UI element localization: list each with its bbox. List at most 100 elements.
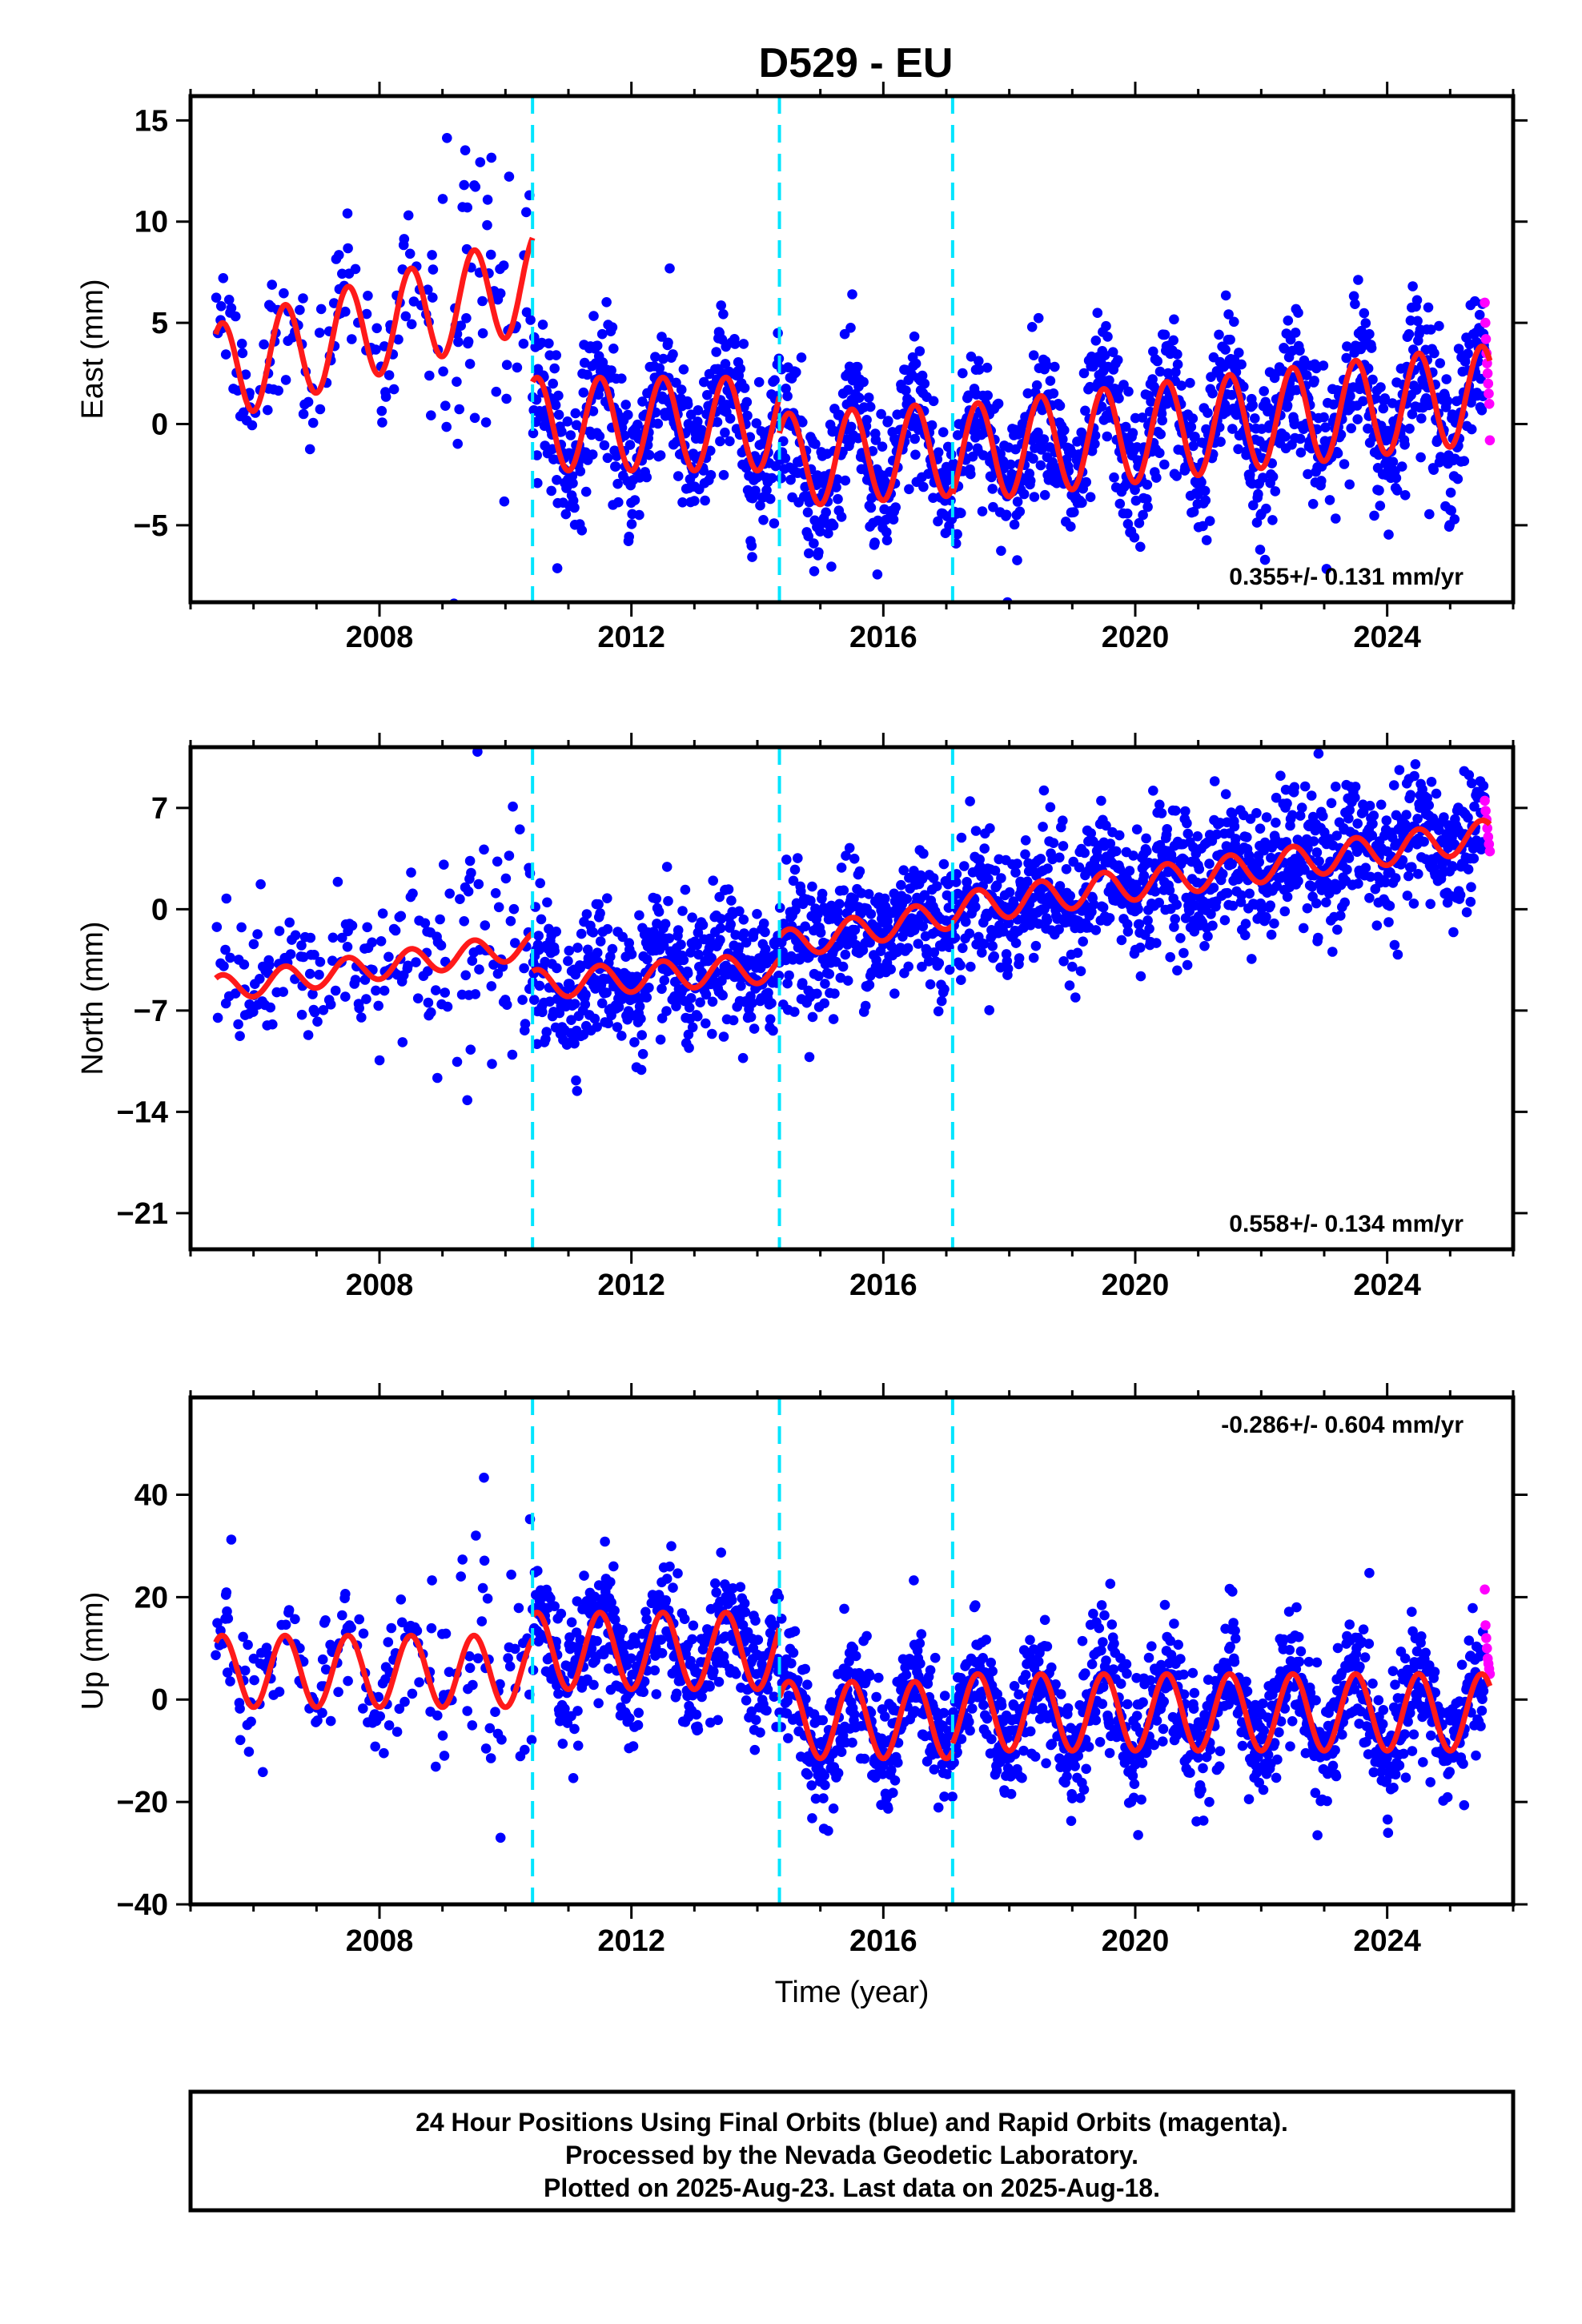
final-orbit-point [1371, 920, 1383, 931]
final-orbit-point [406, 867, 416, 878]
final-orbit-point [644, 983, 654, 993]
final-orbit-point [479, 1472, 489, 1483]
final-orbit-point [983, 874, 994, 884]
final-orbit-point [1447, 862, 1459, 872]
final-orbit-point [1321, 564, 1332, 574]
final-orbit-point [1331, 782, 1341, 792]
final-orbit-point [540, 440, 550, 451]
final-orbit-point [1223, 309, 1234, 320]
final-orbit-point [1331, 830, 1342, 841]
final-orbit-point [1171, 899, 1182, 910]
final-orbit-point [633, 1707, 644, 1719]
final-orbit-point [729, 339, 741, 349]
final-orbit-point [735, 364, 746, 374]
final-orbit-point [236, 922, 247, 933]
final-orbit-point [841, 850, 851, 861]
final-orbit-point [1375, 799, 1387, 810]
final-orbit-point [1423, 800, 1434, 810]
final-orbit-point [411, 957, 421, 967]
final-orbit-point [593, 899, 604, 910]
rapid-orbit-point [1482, 822, 1492, 834]
final-orbit-point [1028, 350, 1039, 361]
final-orbit-point [477, 1582, 488, 1594]
final-orbit-point [1105, 838, 1116, 849]
final-orbit-point [1054, 400, 1066, 411]
final-orbit-point [938, 858, 950, 870]
final-orbit-point [716, 300, 726, 311]
final-orbit-point [1154, 897, 1164, 908]
final-orbit-point [728, 1583, 738, 1594]
final-orbit-point [582, 369, 592, 380]
final-orbit-point [1402, 891, 1413, 901]
final-orbit-point [1318, 810, 1328, 822]
final-orbit-point [784, 970, 794, 981]
final-orbit-point [1344, 805, 1355, 815]
final-orbit-point [1435, 358, 1445, 368]
final-orbit-point [588, 406, 599, 416]
final-orbit-point [1267, 472, 1279, 482]
final-orbit-point [267, 279, 278, 290]
final-orbit-point [677, 497, 688, 508]
final-orbit-point [356, 1012, 367, 1023]
final-orbit-point [634, 509, 644, 521]
final-orbit-point [773, 1592, 785, 1602]
final-orbit-point [974, 364, 985, 375]
final-orbit-point [1346, 423, 1356, 434]
final-orbit-point [677, 906, 688, 916]
final-orbit-point [1416, 413, 1427, 424]
final-orbit-point [333, 1687, 343, 1698]
final-orbit-point [1127, 428, 1138, 438]
final-orbit-point [546, 485, 556, 497]
final-orbit-point [1180, 806, 1191, 817]
final-orbit-point [1407, 408, 1418, 420]
final-orbit-point [1463, 812, 1473, 823]
model-fit-line-north [213, 817, 1492, 1000]
final-orbit-point [221, 1587, 232, 1598]
final-orbit-point [656, 1648, 668, 1659]
final-orbit-point [1261, 812, 1272, 822]
final-orbit-point [1320, 422, 1331, 432]
final-orbit-point [942, 879, 954, 890]
final-orbit-point [1401, 810, 1411, 820]
final-orbit-point [1326, 798, 1337, 809]
final-orbit-point [864, 979, 875, 991]
final-orbit-point [856, 888, 867, 899]
final-orbit-point [1064, 980, 1075, 991]
final-orbit-point [1090, 430, 1101, 441]
final-orbit-point [782, 391, 793, 402]
final-orbit-point [588, 927, 599, 938]
final-orbit-point [1282, 891, 1293, 903]
final-orbit-point [1124, 866, 1135, 876]
final-orbit-point [298, 293, 308, 304]
final-orbit-point [261, 1642, 272, 1653]
final-orbit-point [1452, 473, 1464, 485]
final-orbit-point [734, 906, 745, 917]
final-orbit-point [815, 927, 826, 938]
final-orbit-point [1048, 838, 1059, 848]
final-orbit-point [233, 1019, 243, 1030]
final-orbit-point [1353, 879, 1363, 889]
final-orbit-point [1388, 780, 1399, 790]
final-orbit-point [1192, 831, 1203, 842]
final-orbit-point [1081, 476, 1091, 488]
final-orbit-point [1396, 461, 1407, 472]
final-orbit-point [290, 1614, 300, 1625]
y-tick-label: −21 [117, 1197, 168, 1231]
rapid-orbit-point [1480, 806, 1491, 816]
final-orbit-point [578, 1029, 589, 1040]
final-orbit-point [964, 928, 975, 939]
final-orbit-point [1321, 897, 1331, 908]
final-orbit-point [296, 940, 307, 951]
final-orbit-point [636, 1064, 647, 1076]
final-orbit-point [1364, 328, 1375, 340]
final-orbit-point [982, 390, 993, 401]
final-orbit-point [337, 268, 347, 279]
final-orbit-point [325, 1715, 336, 1727]
final-orbit-point [613, 1002, 624, 1012]
final-orbit-point [813, 971, 824, 982]
final-orbit-point [776, 1722, 786, 1732]
final-orbit-point [1371, 393, 1381, 404]
final-orbit-point [1207, 920, 1218, 931]
final-orbit-point [1012, 497, 1023, 507]
final-orbit-point [594, 431, 605, 442]
